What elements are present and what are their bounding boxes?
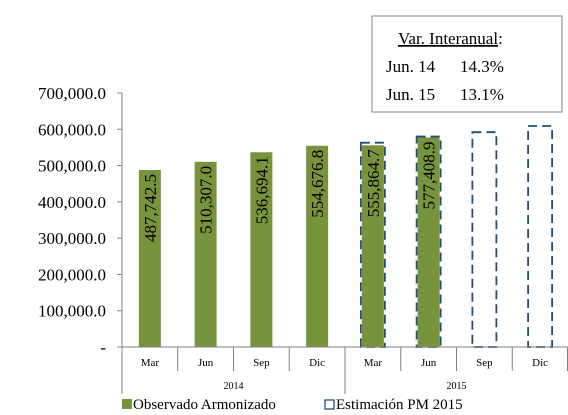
data-label: 510,307.0 xyxy=(197,166,216,234)
x-tick-label: Jun xyxy=(198,357,214,369)
x-tick-label: Dic xyxy=(309,357,325,369)
y-tick-label: 200,000.0 xyxy=(38,265,106,284)
bar-observado xyxy=(194,161,217,347)
y-tick-label: 700,000.0 xyxy=(38,84,106,103)
bar-observado xyxy=(250,152,273,347)
data-labels: 487,742.5 510,307.0 536,694.1 554,676.8 555,… xyxy=(141,141,439,242)
x-tick-label: Jun xyxy=(421,357,437,369)
data-label: 554,676.8 xyxy=(308,150,327,218)
y-tick-label: 100,000.0 xyxy=(38,302,106,321)
bar-observado xyxy=(361,145,384,347)
legend-swatch-observado xyxy=(122,399,132,409)
legend-swatch-estimacion xyxy=(324,399,335,410)
annotation-period-2: Jun. 15 xyxy=(386,85,435,104)
bar-estimacion xyxy=(471,131,498,348)
bar-estimacion xyxy=(527,125,554,348)
data-label: 487,742.5 xyxy=(141,174,160,242)
x-tick-label: Dic xyxy=(532,357,548,369)
legend-label-observado: Observado Armonizado xyxy=(133,397,276,413)
group-label: 2015 xyxy=(447,381,467,392)
y-tick-label: 400,000.0 xyxy=(38,193,106,212)
annotation-title: Var. Interanual: xyxy=(398,29,503,48)
group-label: 2014 xyxy=(224,381,244,392)
annotation-value-2: 13.1% xyxy=(460,85,504,104)
legend: Observado Armonizado Estimación PM 2015 xyxy=(122,397,463,413)
data-label: 577,408.9 xyxy=(420,141,439,209)
y-tick-label: - xyxy=(100,338,106,357)
x-tick-label: Sep xyxy=(253,357,270,369)
bar-observado xyxy=(138,170,161,347)
bar-observado xyxy=(417,137,440,347)
data-label: 536,694.1 xyxy=(252,156,271,224)
x-axis: Mar Jun Sep Dic Mar Jun Sep Dic 2014 2015 xyxy=(121,346,568,394)
y-tick-label: 500,000.0 xyxy=(38,157,106,176)
y-tick-label: 600,000.0 xyxy=(38,120,106,139)
annotation-value-1: 14.3% xyxy=(460,57,504,76)
data-label: 555,864.7 xyxy=(364,149,383,218)
x-tick-label: Mar xyxy=(141,357,160,369)
bars xyxy=(138,125,554,348)
y-axis: - 100,000.0 200,000.0 300,000.0 400,000.0 500… xyxy=(38,84,123,357)
annotation-box: Var. Interanual: Jun. 14 14.3% Jun. 15 1… xyxy=(371,15,563,113)
bar-observado xyxy=(306,145,329,347)
y-tick-label: 300,000.0 xyxy=(38,229,106,248)
x-tick-label: Mar xyxy=(364,357,383,369)
legend-label-estimacion: Estimación PM 2015 xyxy=(336,397,463,413)
x-tick-label: Sep xyxy=(476,357,493,369)
annotation-period-1: Jun. 14 xyxy=(386,57,436,76)
